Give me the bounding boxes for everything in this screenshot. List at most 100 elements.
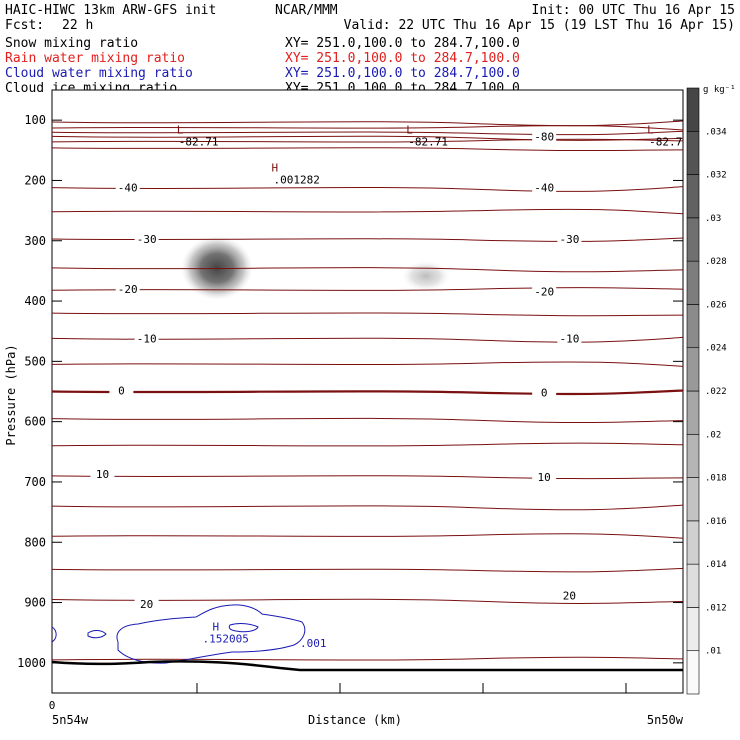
isotherm-line [51, 475, 684, 480]
cloud-water-contour-left [51, 626, 57, 643]
field-name: Cloud water mixing ratio [5, 66, 193, 81]
colorbar-level-label: .012 [705, 603, 727, 613]
extremum-value: .001282 [273, 173, 319, 186]
isotherm-label-bg [115, 181, 140, 195]
isotherm-label-bg [115, 282, 140, 296]
isotherm-label-bg [532, 386, 557, 400]
y-tick-label: 1000 [17, 656, 46, 670]
colorbar-level-label: .026 [705, 300, 727, 310]
colorbar-band [686, 563, 700, 608]
cloud-water-value: .001 [300, 637, 327, 650]
header-fcst-label: Fcst: [5, 18, 44, 33]
isotherm-label-bg [557, 332, 582, 346]
cloud-water-contour-small [87, 630, 107, 639]
extremum-value: -82.71 [179, 135, 219, 148]
cloud-water-value: .152005 [202, 633, 248, 646]
field-xy-range: XY= 251.0,100.0 to 284.7,100.0 [285, 51, 520, 66]
isotherm-line [51, 267, 684, 273]
colorbar-level-label: .032 [705, 171, 727, 181]
colorbar-band [686, 260, 700, 305]
colorbar-level-label: .01 [705, 647, 721, 657]
x-left-endpoint-label: 5n54w [52, 713, 89, 727]
isotherm-label-bg [532, 130, 557, 144]
colorbar-level-label: .022 [705, 387, 727, 397]
colorbar-band [686, 433, 700, 478]
isotherm-line [51, 656, 684, 661]
isotherm-label: -80 [534, 130, 554, 143]
header-title: HAIC-HIWC 13km ARW-GFS init [5, 3, 216, 18]
header-valid: Valid: 22 UTC Thu 16 Apr 15 (19 LST Thu … [344, 18, 735, 33]
y-tick-label: 100 [24, 113, 46, 127]
distance-axis: 0 5n54w Distance (km) 5n50w [49, 683, 684, 727]
colorbar-band [686, 520, 700, 565]
colorbar-level-label: .028 [705, 257, 727, 267]
isotherm-line [51, 361, 684, 367]
cloud-water-mark: H [212, 621, 219, 634]
isotherm-line [51, 598, 684, 604]
isotherm-label: -30 [137, 233, 157, 246]
isotherm-label-bg [557, 232, 582, 246]
isotherm-label-bg [557, 589, 582, 603]
colorbar-level-label: .018 [705, 474, 727, 484]
isotherm-label-bg [134, 332, 159, 346]
isotherm-label: 20 [140, 598, 153, 611]
colorbar-level-label: .024 [705, 344, 727, 354]
field-name: Rain water mixing ratio [5, 51, 185, 66]
isotherm-label-bg [134, 232, 159, 246]
y-tick-label: 900 [24, 596, 46, 610]
y-tick-label: 400 [24, 294, 46, 308]
header-fcst-value: 22 h [62, 18, 93, 33]
x-axis-title: Distance (km) [308, 713, 402, 727]
colorbar-band [686, 390, 700, 435]
colorbar-band [686, 217, 700, 262]
colorbar-level-label: .02 [705, 430, 721, 440]
cloud-water-contours [51, 604, 306, 664]
isotherm-line [51, 567, 684, 573]
extremum-value: -82.71 [408, 135, 448, 148]
cloud-water-contour-outer [116, 604, 306, 664]
isotherm-line [51, 208, 684, 215]
y-tick-label: 300 [24, 234, 46, 248]
isotherm-line [51, 504, 684, 511]
isotherm-label-bg [134, 597, 159, 611]
colorbar-level-label: .016 [705, 517, 727, 527]
isotherm-label-bg [109, 384, 134, 398]
y-tick-label: 800 [24, 535, 46, 549]
colorbar-band [686, 607, 700, 652]
isotherm-line [51, 147, 684, 152]
isotherm-label: -40 [534, 182, 554, 195]
terrain-surface-line [51, 660, 683, 672]
isotherm-line [51, 120, 684, 127]
isotherm-label: 20 [563, 589, 576, 602]
y-tick-label: 200 [24, 173, 46, 187]
cloud-water-labels: H.152005 .001 [202, 621, 326, 650]
isotherm-label-bg [532, 471, 557, 485]
isotherm-line [51, 287, 684, 291]
isotherm-label: 10 [538, 471, 551, 484]
isotherm-line [51, 130, 684, 136]
cloud-ice-shading-secondary [402, 261, 450, 291]
colorbar-level-label: .034 [705, 127, 727, 137]
colorbar-band [686, 174, 700, 219]
isotherm-line [51, 389, 684, 396]
isotherm-line [51, 442, 684, 447]
y-tick-label: 700 [24, 475, 46, 489]
isotherm-label: -20 [118, 283, 138, 296]
x-right-endpoint-label: 5n50w [647, 713, 684, 727]
isotherm-label: -30 [559, 233, 579, 246]
colorbar: g kg⁻¹ .01 .012 .014 .016 .018 .02 .022 .024 .02… [686, 85, 736, 695]
isotherm-line [51, 237, 684, 242]
isotherm-line [51, 336, 684, 343]
temperature-contour-labels: -80 -40 -40 -30 -30 -20 -20 -10 -10 0 0 10 10 20 20 [90, 130, 582, 611]
extremum-value: -82.7 [649, 135, 682, 148]
y-tick-label: 500 [24, 354, 46, 368]
cloud-water-contour-inner [228, 623, 259, 633]
colorbar-unit: g kg⁻¹ [703, 85, 736, 95]
isotherm-line [51, 533, 684, 539]
colorbar-band [686, 477, 700, 522]
colorbar-band [686, 130, 700, 175]
isotherm-label-bg [532, 181, 557, 195]
isotherm-label: 0 [118, 384, 125, 397]
header-org: NCAR/MMM [275, 3, 338, 18]
